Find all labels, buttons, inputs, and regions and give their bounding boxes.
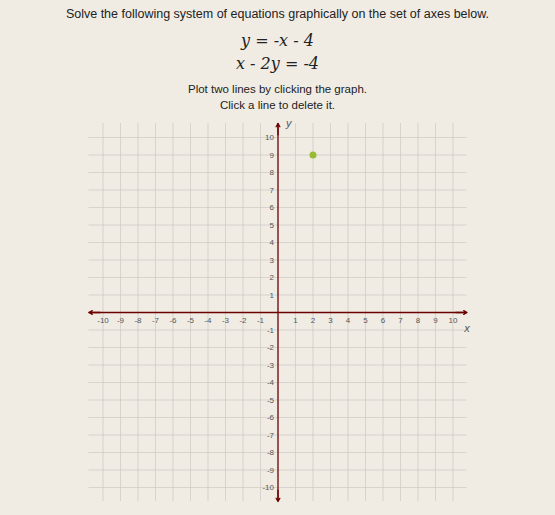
html-text:x - 2y = -4: x - 2y = -4 [236, 54, 319, 73]
svg-text:-10: -10 [97, 316, 109, 325]
svg-text:6: 6 [270, 203, 275, 212]
svg-text:1: 1 [293, 316, 298, 325]
svg-text:8: 8 [416, 316, 421, 325]
svg-text:-8: -8 [134, 316, 142, 325]
svg-text:9: 9 [270, 151, 275, 160]
svg-text:x: x [463, 322, 470, 334]
svg-text:5: 5 [363, 316, 368, 325]
svg-text:9: 9 [433, 316, 438, 325]
svg-text:-6: -6 [267, 413, 275, 422]
svg-text:2: 2 [270, 273, 275, 282]
svg-text:-2: -2 [267, 343, 275, 352]
svg-text:-2: -2 [239, 316, 247, 325]
svg-text:-10: -10 [262, 483, 274, 492]
svg-text:5: 5 [270, 221, 275, 230]
svg-text:-7: -7 [152, 316, 160, 325]
svg-text:-7: -7 [267, 431, 275, 440]
svg-text:-1: -1 [267, 326, 275, 335]
html-text:y = -x - 4: y = -x - 4 [241, 31, 314, 50]
svg-text:-1: -1 [257, 316, 265, 325]
svg-text:10: 10 [449, 316, 458, 325]
svg-text:-9: -9 [117, 316, 125, 325]
svg-text:3: 3 [270, 256, 275, 265]
html-text:Solve the following system of: Solve the following system of equations … [65, 7, 490, 21]
svg-text:1: 1 [270, 291, 275, 300]
svg-text:-9: -9 [267, 466, 275, 475]
svg-text:7: 7 [398, 316, 403, 325]
svg-text:7: 7 [270, 186, 275, 195]
svg-text:-3: -3 [267, 361, 275, 370]
svg-text:y: y [285, 117, 293, 129]
svg-text:-8: -8 [267, 448, 275, 457]
svg-text:-6: -6 [169, 316, 177, 325]
svg-text:2: 2 [311, 316, 316, 325]
svg-text:4: 4 [346, 316, 351, 325]
svg-text:-4: -4 [204, 316, 212, 325]
svg-text:-4: -4 [267, 378, 275, 387]
svg-text:4: 4 [270, 238, 275, 247]
svg-text:-5: -5 [267, 396, 275, 405]
svg-text:10: 10 [265, 133, 274, 142]
html-text:Click a line to delete it.: Click a line to delete it. [220, 99, 335, 111]
html-text:Plot two lines by clicking the: Plot two lines by clicking the graph. [188, 83, 367, 95]
svg-text:6: 6 [381, 316, 386, 325]
svg-text:8: 8 [270, 168, 275, 177]
svg-text:-5: -5 [187, 316, 195, 325]
svg-text:-3: -3 [222, 316, 230, 325]
svg-text:3: 3 [328, 316, 333, 325]
